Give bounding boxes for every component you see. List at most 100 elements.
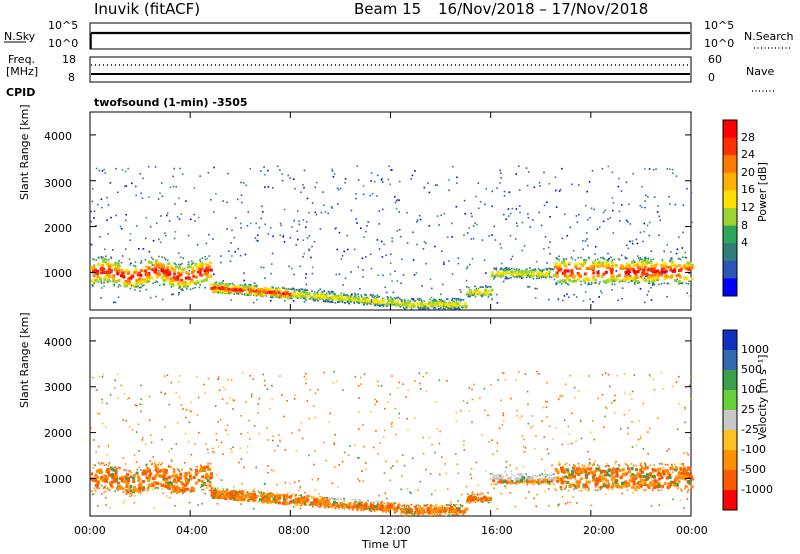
data-point: [356, 165, 359, 167]
data-point: [564, 503, 567, 505]
data-point: [672, 172, 674, 175]
data-point: [575, 502, 578, 504]
data-point: [420, 388, 422, 390]
data-point: [541, 420, 543, 422]
data-point: [557, 504, 560, 507]
data-point: [285, 291, 289, 295]
data-point: [290, 297, 293, 300]
data-point: [615, 275, 618, 278]
data-point: [295, 288, 298, 291]
data-point: [568, 464, 571, 466]
data-point: [460, 291, 462, 293]
data-point: [91, 270, 95, 274]
data-point: [303, 497, 306, 499]
data-point: [184, 270, 188, 274]
data-point: [217, 376, 220, 379]
data-point: [469, 473, 472, 476]
data-point: [589, 298, 591, 301]
data-point: [401, 300, 405, 304]
data-point: [363, 503, 367, 507]
data-point: [571, 183, 573, 186]
data-point: [209, 485, 212, 487]
data-point: [161, 298, 164, 301]
data-point: [109, 394, 112, 396]
data-point: [453, 504, 455, 506]
data-point: [264, 223, 266, 226]
data-point: [246, 491, 249, 493]
data-point: [279, 375, 281, 377]
data-point: [343, 298, 347, 301]
data-point: [382, 274, 384, 277]
data-point: [264, 173, 266, 176]
data-point: [276, 483, 278, 486]
data-point: [669, 265, 672, 269]
data-point: [687, 267, 691, 271]
data-point: [518, 482, 520, 484]
data-point: [642, 447, 645, 450]
data-point: [129, 489, 133, 493]
data-point: [145, 217, 148, 219]
data-point: [229, 493, 233, 497]
data-point: [606, 465, 608, 467]
data-point: [173, 262, 175, 265]
data-point: [140, 260, 143, 262]
data-point: [434, 245, 436, 248]
data-point: [163, 283, 165, 285]
data-point: [391, 237, 393, 239]
data-point: [587, 450, 589, 453]
data-point: [393, 303, 395, 306]
data-point: [632, 263, 636, 266]
data-point: [377, 504, 381, 508]
data-point: [473, 493, 476, 496]
data-point: [651, 469, 655, 473]
data-point: [463, 510, 467, 513]
data-point: [161, 256, 163, 258]
data-point: [610, 275, 614, 279]
data-point: [490, 383, 492, 386]
data-point: [289, 237, 292, 239]
data-point: [390, 169, 392, 171]
data-point: [326, 300, 329, 302]
data-point: [311, 272, 314, 275]
data-point: [192, 274, 196, 278]
data-point: [357, 501, 360, 504]
data-point: [638, 281, 641, 284]
data-point: [441, 304, 445, 308]
data-point: [555, 257, 558, 259]
data-point: [99, 271, 103, 275]
data-point: [644, 464, 647, 467]
data-point: [134, 268, 138, 272]
data-point: [304, 288, 306, 291]
data-point: [171, 474, 175, 478]
data-point: [575, 296, 578, 298]
data-point: [262, 289, 266, 293]
data-point: [267, 471, 269, 474]
data-point: [178, 266, 182, 270]
data-point: [498, 427, 501, 430]
data-point: [229, 260, 232, 263]
data-point: [398, 502, 400, 505]
data-point: [601, 469, 605, 473]
data-point: [164, 474, 167, 476]
data-point: [533, 479, 536, 483]
data-point: [340, 258, 343, 260]
data-point: [164, 272, 168, 276]
data-point: [445, 472, 447, 474]
data-point: [403, 299, 406, 301]
data-point: [162, 468, 166, 472]
data-point: [433, 505, 436, 508]
data-point: [191, 262, 194, 265]
data-point: [297, 503, 299, 505]
data-point: [167, 486, 171, 490]
data-point: [238, 497, 242, 501]
data-point: [129, 233, 132, 235]
data-point: [338, 506, 341, 508]
data-point: [536, 287, 538, 290]
data-point: [331, 482, 334, 485]
data-point: [675, 381, 678, 383]
data-point: [362, 480, 365, 482]
data-point: [333, 507, 335, 510]
data-point: [171, 293, 173, 296]
data-point: [272, 470, 275, 472]
data-point: [164, 485, 168, 489]
